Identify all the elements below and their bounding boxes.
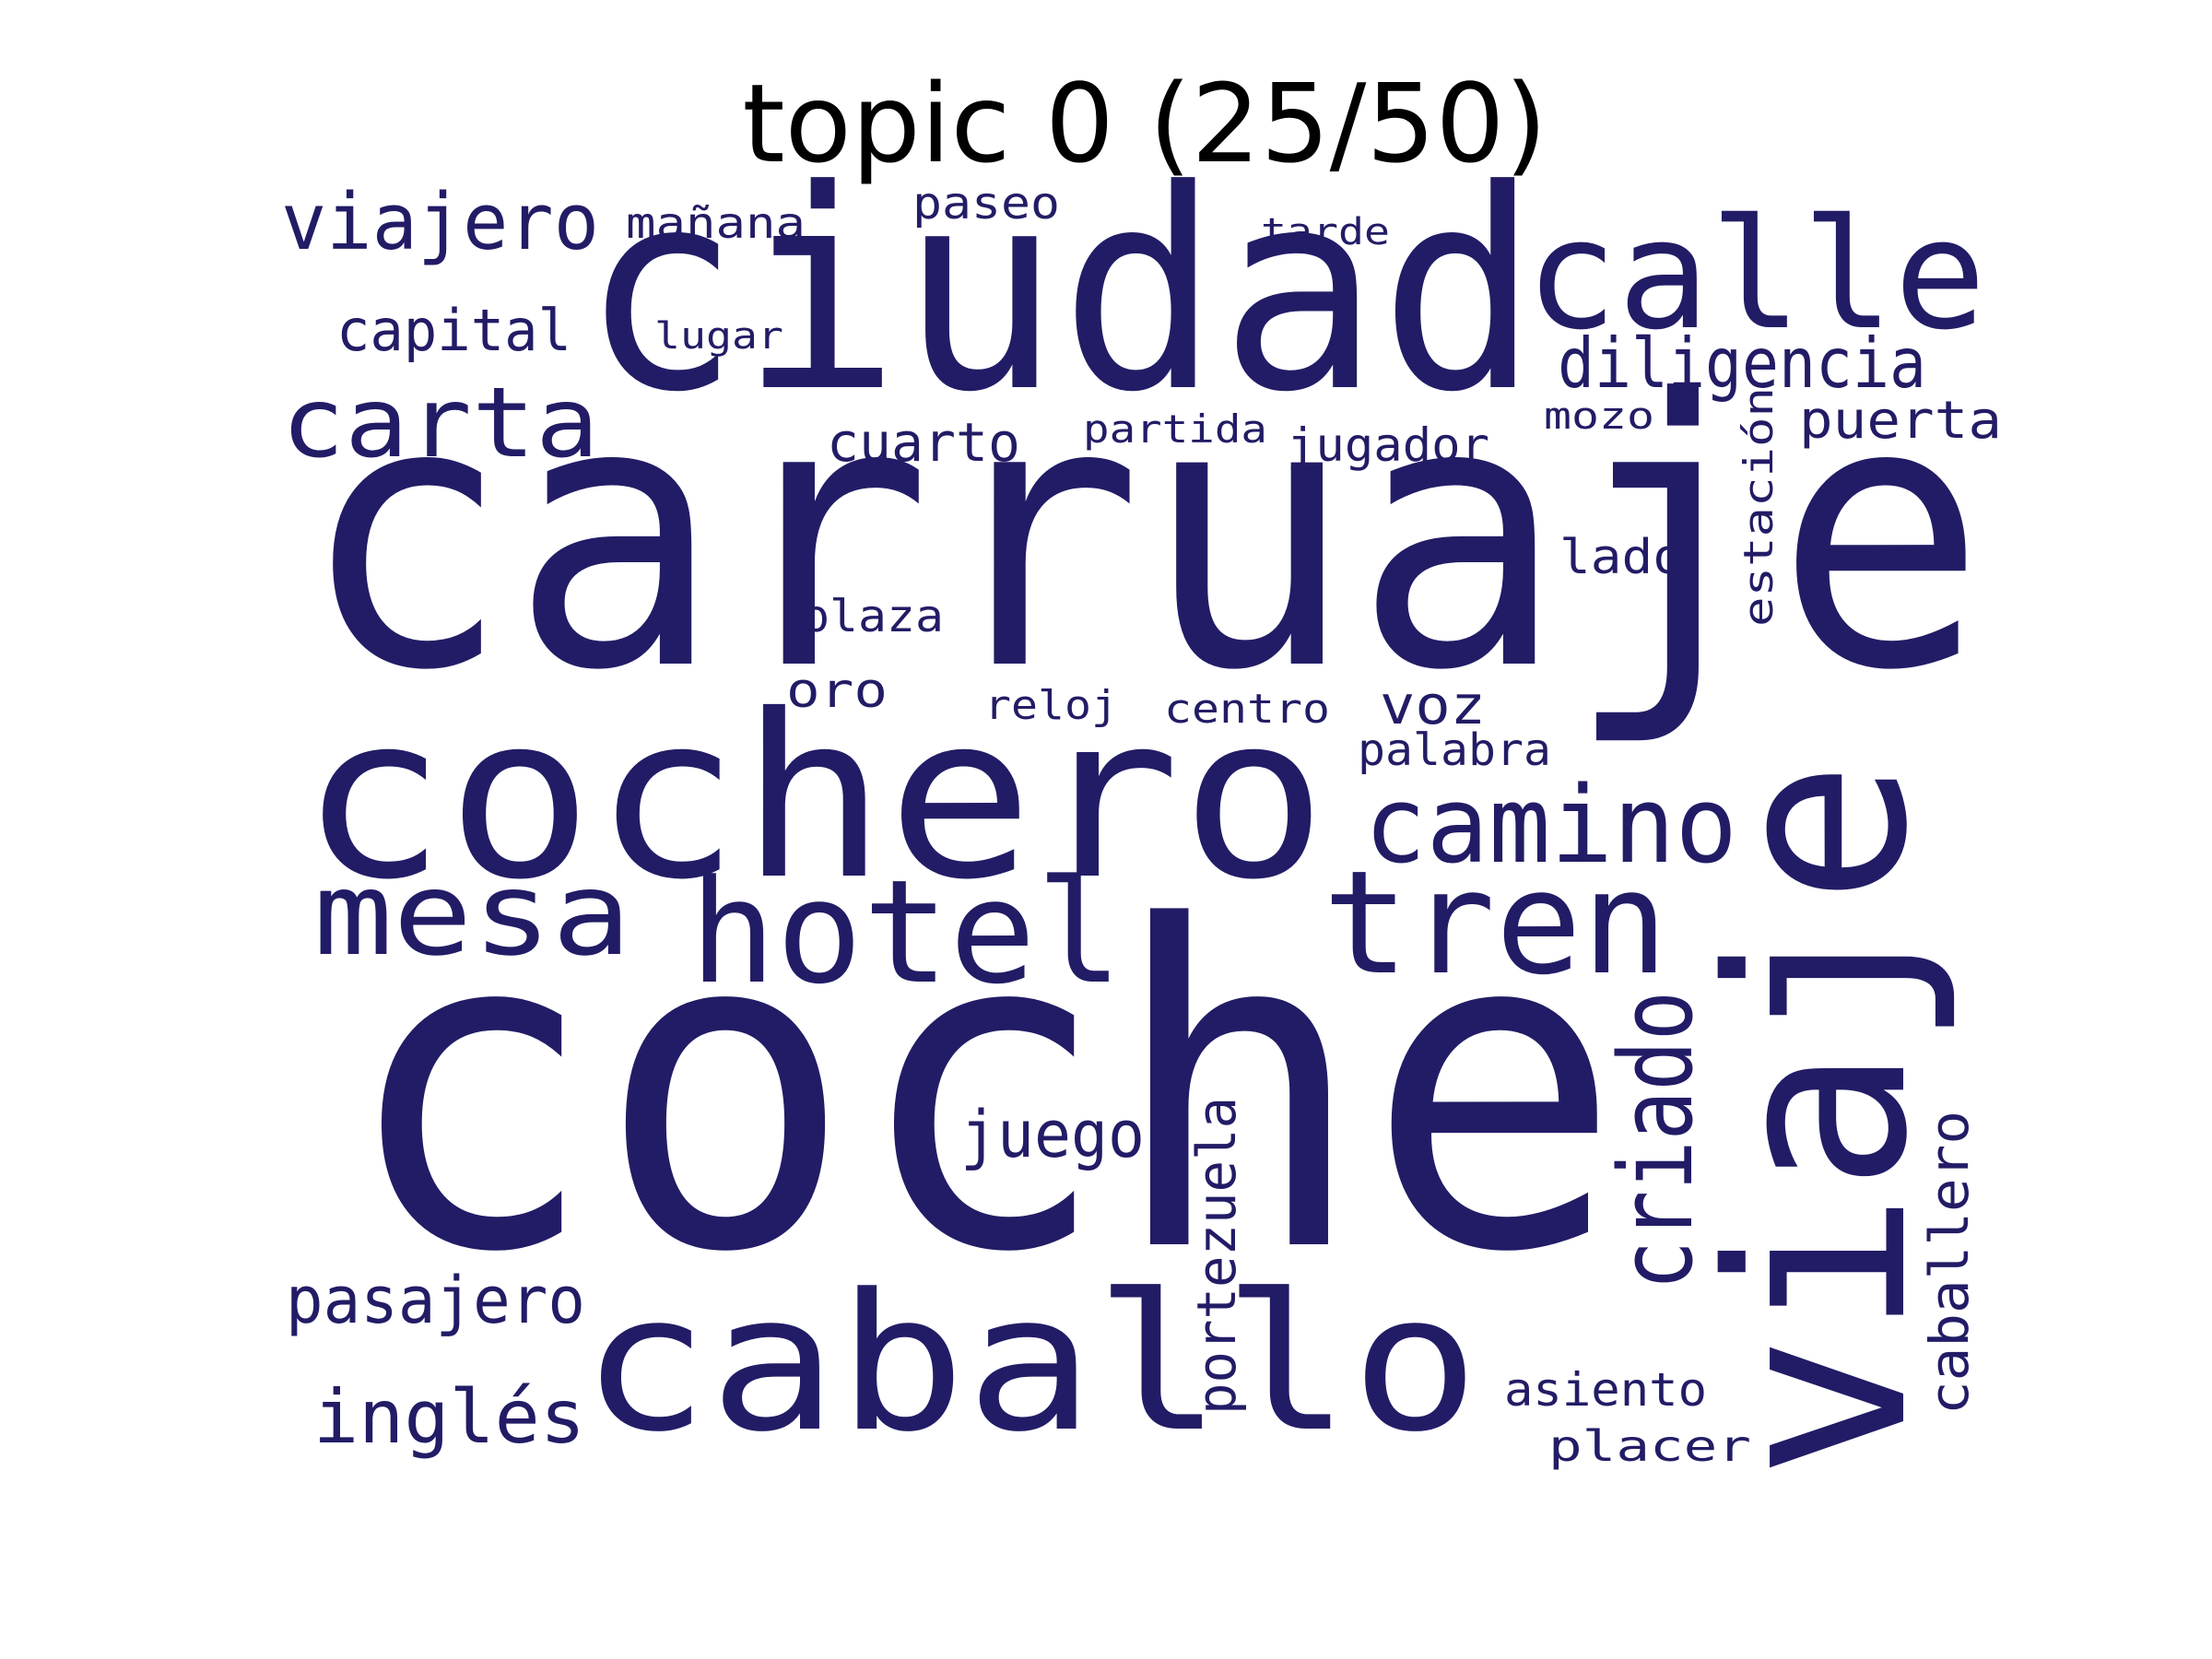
word-paseo: paseo	[912, 178, 1060, 229]
word-plaza: plaza	[801, 591, 944, 642]
word-puerta: puerta	[1799, 391, 2002, 451]
word-centro: centro	[1164, 686, 1330, 733]
word-jugador: jugador	[1287, 418, 1489, 472]
word-cuarto: cuarto	[827, 411, 1020, 474]
word-inglés: inglés	[313, 1374, 585, 1460]
word-ciudad: ciudad	[581, 131, 1539, 453]
word-reloj: reloj	[984, 682, 1118, 729]
word-camino: camino	[1364, 764, 1737, 888]
word-oro: oro	[786, 664, 888, 719]
word-mozo: mozo	[1544, 395, 1654, 438]
word-placer: placer	[1548, 1421, 1751, 1471]
word-pasajero: pasajero	[286, 1263, 585, 1338]
word-mañana: mañana	[626, 198, 806, 248]
word-capital: capital	[336, 297, 571, 364]
word-viajero: viajero	[281, 177, 599, 268]
word-caballo: caballo	[581, 1254, 1479, 1474]
word-coche: coche	[341, 834, 1622, 1349]
word-asiento: asiento	[1504, 1363, 1707, 1417]
word-voz: voz	[1380, 674, 1486, 736]
word-portezuela: portezuela	[1185, 1097, 1248, 1415]
word-criado: criado	[1597, 991, 1715, 1290]
word-cochero: cochero	[300, 666, 1327, 929]
word-hotel: hotel	[689, 849, 1123, 1016]
word-mesa: mesa	[313, 848, 631, 982]
word-viaje: viaje	[1677, 760, 1961, 1479]
word-estación: estación	[1735, 387, 1783, 627]
word-tren: tren	[1323, 840, 1668, 1006]
word-carruaje: carruaje	[300, 323, 1986, 751]
word-calle: calle	[1525, 186, 1986, 363]
word-diligencia: diligencia	[1558, 323, 1926, 404]
word-juego: juego	[960, 1097, 1145, 1172]
word-carta: carta	[281, 367, 599, 479]
word-lugar: lugar	[654, 315, 783, 358]
word-caballero: caballero	[1918, 1111, 1981, 1415]
word-partida: partida	[1083, 406, 1267, 452]
word-palabra: palabra	[1358, 724, 1551, 776]
chart-title: topic 0 (25/50)	[742, 60, 1547, 187]
word-lado: lado	[1559, 530, 1684, 585]
word-tarde: tarde	[1261, 211, 1390, 253]
